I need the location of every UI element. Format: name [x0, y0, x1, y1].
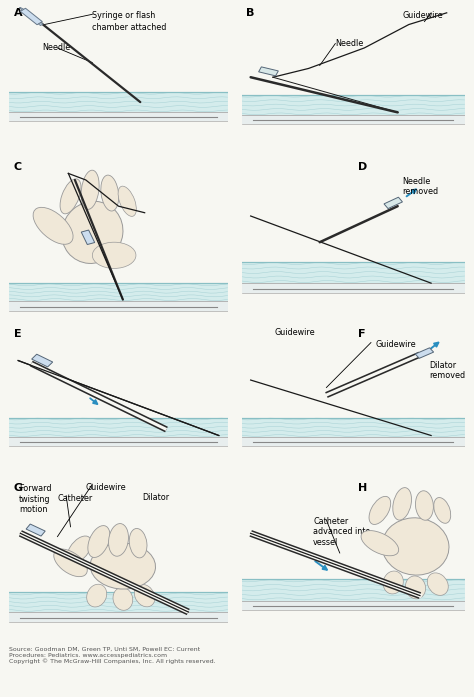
Ellipse shape [81, 170, 99, 209]
Text: G: G [14, 482, 23, 493]
FancyBboxPatch shape [242, 283, 465, 293]
FancyBboxPatch shape [242, 579, 465, 601]
FancyBboxPatch shape [9, 283, 228, 301]
Ellipse shape [427, 573, 448, 595]
Text: C: C [14, 162, 22, 172]
Text: Guidewire: Guidewire [86, 482, 127, 491]
Text: Guidewire: Guidewire [375, 339, 416, 348]
FancyBboxPatch shape [9, 612, 228, 622]
FancyBboxPatch shape [9, 592, 228, 612]
Text: F: F [357, 329, 365, 339]
Ellipse shape [434, 498, 451, 523]
Polygon shape [259, 67, 278, 76]
Text: Forward
twisting
motion: Forward twisting motion [19, 484, 52, 514]
Polygon shape [384, 197, 402, 208]
Polygon shape [32, 354, 53, 367]
Ellipse shape [87, 584, 107, 607]
Ellipse shape [369, 496, 391, 524]
Text: D: D [357, 162, 367, 172]
Ellipse shape [60, 179, 81, 214]
Ellipse shape [92, 242, 136, 268]
Ellipse shape [135, 584, 155, 607]
FancyBboxPatch shape [242, 95, 465, 115]
FancyBboxPatch shape [9, 418, 228, 437]
Ellipse shape [118, 186, 137, 216]
Text: Dilator: Dilator [142, 493, 169, 503]
Ellipse shape [109, 523, 128, 556]
Text: Syringe or flash: Syringe or flash [92, 11, 155, 20]
Text: E: E [14, 329, 21, 339]
Ellipse shape [405, 576, 426, 599]
Ellipse shape [62, 201, 123, 263]
Ellipse shape [415, 491, 433, 520]
FancyBboxPatch shape [9, 92, 228, 112]
Text: H: H [357, 482, 367, 493]
Ellipse shape [382, 518, 449, 575]
FancyBboxPatch shape [242, 601, 465, 611]
Ellipse shape [393, 488, 411, 520]
Ellipse shape [101, 175, 118, 211]
Text: Dilator
removed: Dilator removed [429, 360, 465, 380]
Text: Catheter
advanced into
vessel: Catheter advanced into vessel [313, 517, 370, 546]
Text: Needle
removed: Needle removed [402, 176, 438, 196]
FancyBboxPatch shape [242, 437, 465, 446]
Polygon shape [415, 348, 434, 358]
Ellipse shape [361, 530, 399, 556]
Polygon shape [38, 22, 43, 26]
Ellipse shape [33, 207, 73, 245]
Ellipse shape [67, 536, 91, 563]
FancyBboxPatch shape [9, 301, 228, 311]
Text: Catheter: Catheter [57, 494, 93, 503]
Ellipse shape [113, 588, 133, 611]
FancyBboxPatch shape [9, 112, 228, 121]
Ellipse shape [90, 543, 155, 589]
Polygon shape [20, 8, 42, 24]
FancyBboxPatch shape [242, 115, 465, 124]
Ellipse shape [129, 528, 147, 558]
Text: Needle: Needle [42, 43, 71, 52]
Ellipse shape [88, 526, 110, 558]
Text: Guidewire: Guidewire [402, 11, 443, 20]
Text: A: A [14, 8, 22, 18]
Polygon shape [26, 524, 45, 536]
Polygon shape [81, 230, 95, 245]
FancyBboxPatch shape [242, 262, 465, 283]
FancyBboxPatch shape [242, 418, 465, 437]
Text: B: B [246, 8, 255, 18]
FancyBboxPatch shape [9, 437, 228, 446]
Polygon shape [19, 7, 24, 10]
Text: Guidewire: Guidewire [275, 328, 316, 337]
Ellipse shape [54, 549, 87, 576]
Text: Needle: Needle [335, 39, 364, 48]
Text: Source: Goodman DM, Green TP, Unti SM, Powell EC: Current
Procedures: Pediatrics: Source: Goodman DM, Green TP, Unti SM, P… [9, 647, 216, 664]
Text: chamber attached: chamber attached [92, 23, 167, 32]
Ellipse shape [383, 571, 403, 594]
